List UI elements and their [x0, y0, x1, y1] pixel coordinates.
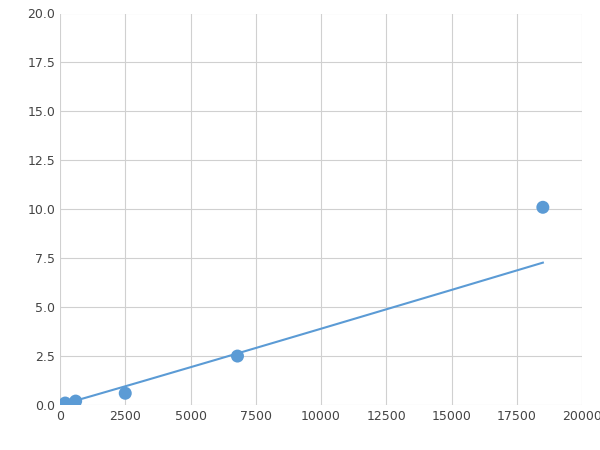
Point [121, 390, 130, 397]
Point [233, 352, 242, 360]
Point [71, 397, 80, 405]
Point [538, 204, 548, 211]
Point [61, 400, 70, 407]
